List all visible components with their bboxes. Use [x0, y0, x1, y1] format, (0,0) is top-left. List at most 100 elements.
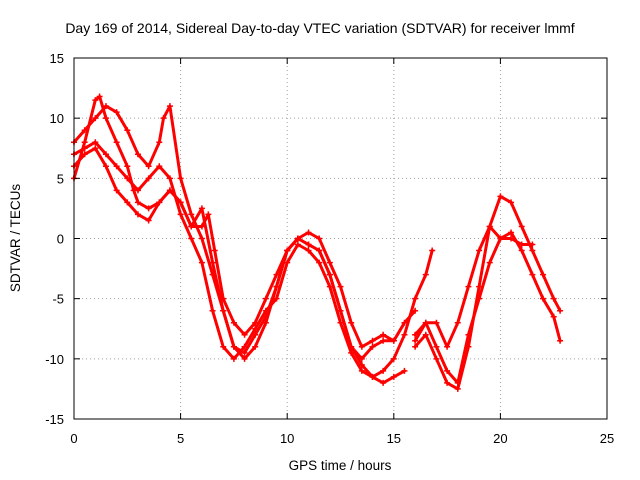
data-point-marker	[230, 355, 237, 362]
data-point-marker	[177, 211, 184, 218]
data-point-marker	[96, 93, 103, 100]
data-point-marker	[390, 373, 397, 380]
data-point-marker	[92, 115, 99, 122]
data-point-marker	[369, 373, 376, 380]
data-point-marker	[444, 367, 451, 374]
data-point-marker	[358, 343, 365, 350]
data-point-marker	[401, 331, 408, 338]
data-point-marker	[380, 331, 387, 338]
data-point-marker	[205, 211, 212, 218]
data-point-marker	[177, 199, 184, 206]
y-tick-label: -5	[52, 292, 64, 307]
data-point-marker	[284, 259, 291, 266]
data-point-marker	[508, 199, 515, 206]
data-point-marker	[358, 367, 365, 374]
data-point-marker	[557, 307, 564, 314]
axis-ticks: 0 5 10 15 20 25 -15 -10 -5 0 5 10 15	[45, 51, 614, 446]
data-point-marker	[326, 259, 333, 266]
data-point-marker	[316, 235, 323, 242]
data-point-marker	[198, 205, 205, 212]
data-point-marker	[294, 241, 301, 248]
data-point-marker	[454, 385, 461, 392]
data-point-marker	[113, 109, 120, 116]
data-point-marker	[220, 343, 227, 350]
data-point-marker	[316, 259, 323, 266]
y-tick-label: 5	[57, 171, 64, 186]
data-point-marker	[390, 355, 397, 362]
data-point-marker	[102, 103, 109, 110]
data-point-marker	[476, 247, 483, 254]
data-point-marker	[145, 217, 152, 224]
data-point-marker	[444, 379, 451, 386]
series-trace-7	[412, 223, 536, 350]
data-point-marker	[124, 127, 131, 134]
data-point-marker	[92, 97, 99, 104]
data-point-marker	[124, 163, 131, 170]
x-tick-label: 0	[70, 431, 77, 446]
data-point-marker	[273, 283, 280, 290]
data-point-marker	[220, 307, 227, 314]
data-point-marker	[188, 235, 195, 242]
data-point-marker	[209, 307, 216, 314]
data-point-marker	[380, 379, 387, 386]
data-point-marker	[262, 313, 269, 320]
data-point-marker	[401, 367, 408, 374]
data-point-marker	[81, 139, 88, 146]
data-point-marker	[429, 247, 436, 254]
data-point-marker	[156, 199, 163, 206]
data-point-marker	[241, 349, 248, 356]
data-point-marker	[305, 247, 312, 254]
data-point-marker	[454, 379, 461, 386]
data-point-marker	[422, 319, 429, 326]
data-point-marker	[316, 247, 323, 254]
data-point-marker	[465, 331, 472, 338]
data-point-marker	[284, 247, 291, 254]
data-point-marker	[380, 337, 387, 344]
data-point-marker	[412, 343, 419, 350]
data-point-marker	[433, 343, 440, 350]
y-axis-label: SDTVAR / TECUs	[8, 184, 23, 293]
data-point-marker	[102, 163, 109, 170]
data-point-marker	[134, 187, 141, 194]
data-point-marker	[369, 343, 376, 350]
data-point-marker	[508, 235, 515, 242]
data-point-marker	[348, 319, 355, 326]
data-point-marker	[211, 247, 218, 254]
data-point-marker	[188, 211, 195, 218]
data-point-marker	[412, 295, 419, 302]
data-point-marker	[252, 331, 259, 338]
data-point-marker	[508, 229, 515, 236]
data-point-marker	[390, 337, 397, 344]
data-point-marker	[166, 175, 173, 182]
data-point-marker	[81, 145, 88, 152]
data-point-marker	[145, 175, 152, 182]
data-point-marker	[124, 199, 131, 206]
data-point-marker	[550, 313, 557, 320]
data-point-marker	[81, 151, 88, 158]
data-point-marker	[166, 187, 173, 194]
data-point-marker	[337, 283, 344, 290]
data-point-marker	[230, 343, 237, 350]
data-point-marker	[209, 259, 216, 266]
data-point-marker	[557, 337, 564, 344]
data-point-marker	[156, 139, 163, 146]
data-point-marker	[444, 343, 451, 350]
series-line	[72, 95, 417, 349]
data-point-marker	[198, 223, 205, 230]
data-point-marker	[241, 331, 248, 338]
y-tick-label: 0	[57, 232, 64, 247]
series-trace-4	[71, 145, 397, 362]
series-layer	[71, 93, 564, 392]
data-point-marker	[230, 319, 237, 326]
data-point-marker	[476, 295, 483, 302]
data-point-marker	[401, 319, 408, 326]
data-point-marker	[134, 151, 141, 158]
data-point-marker	[422, 331, 429, 338]
grid	[74, 58, 607, 419]
data-point-marker	[198, 235, 205, 242]
data-point-marker	[92, 145, 99, 152]
data-point-marker	[273, 295, 280, 302]
data-point-marker	[160, 115, 167, 122]
data-point-marker	[422, 271, 429, 278]
